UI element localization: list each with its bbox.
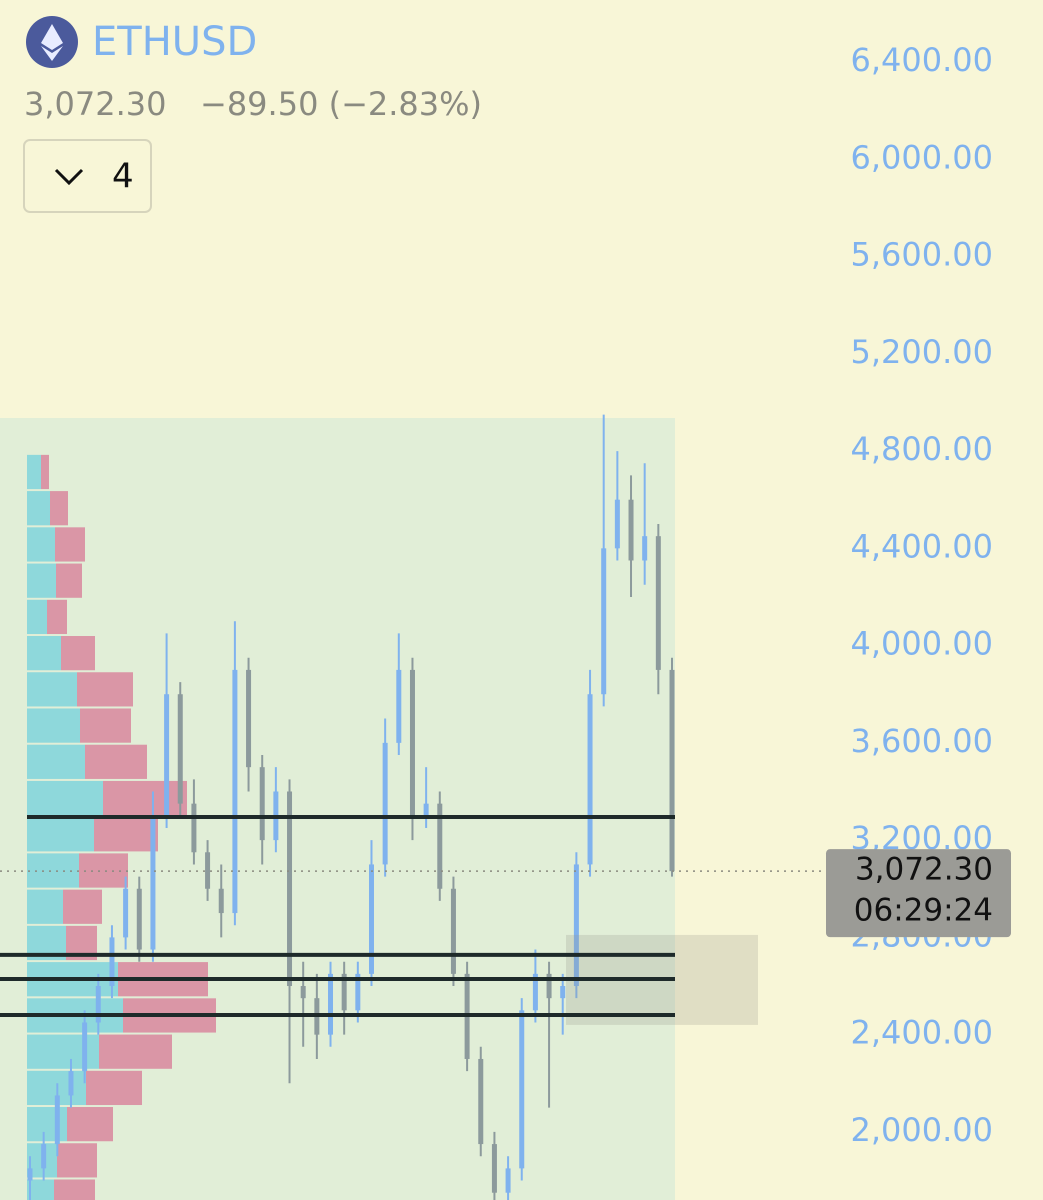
candle-body (246, 669, 252, 768)
candle-body (655, 536, 661, 670)
candle-body (505, 1168, 511, 1193)
candle-body (450, 888, 456, 974)
volume-up (27, 636, 61, 671)
volume-down (77, 672, 133, 707)
eth-logo (41, 24, 63, 61)
volume-down (99, 1034, 172, 1069)
volume-down (54, 1179, 95, 1200)
interval: 4 (112, 157, 134, 197)
volume-up (27, 491, 50, 526)
y-tick-label: 5,600.00 (851, 236, 994, 274)
candle-body (396, 669, 402, 743)
volume-down (55, 527, 85, 562)
y-tick-label: 2,000.00 (851, 1111, 994, 1149)
symbol: ETHUSD (92, 19, 257, 65)
candle-body (341, 973, 347, 1011)
candle-body (218, 888, 224, 914)
volume-up (27, 1107, 67, 1142)
candle-body (300, 986, 306, 999)
volume-up (27, 527, 55, 562)
volume-down (47, 599, 67, 635)
volume-down (41, 454, 49, 490)
volume-down (85, 744, 147, 779)
candle-body (82, 1022, 88, 1072)
candle-body (27, 1168, 33, 1181)
candle-body (164, 694, 170, 816)
candle-body (437, 803, 443, 889)
price: 3,072.30 (24, 85, 167, 123)
volume-down (94, 817, 158, 852)
candle-body (328, 973, 334, 1035)
candle-body (41, 1144, 47, 1169)
change: −89.50 (−2.83%) (200, 85, 482, 123)
candle-body (95, 986, 101, 1023)
candle-body (177, 694, 183, 804)
candle-body (123, 888, 129, 938)
volume-up (27, 889, 63, 924)
y-tick-label: 3,600.00 (851, 722, 994, 760)
last-price-label: 3,072.30 (855, 852, 993, 888)
candle-body (628, 499, 634, 561)
volume-up (27, 780, 103, 816)
volume-up (27, 708, 80, 743)
last-price-box (826, 849, 1011, 938)
y-tick-label: 2,400.00 (851, 1014, 994, 1052)
volume-down (63, 889, 102, 924)
candle-body (491, 1144, 497, 1193)
candle-body (532, 973, 538, 1011)
countdown: 06:29:24 (854, 893, 993, 929)
volume-down (103, 780, 187, 816)
candle-body (150, 815, 156, 950)
candle-body (546, 973, 552, 999)
volume-down (67, 1107, 113, 1142)
candle-body (423, 803, 429, 816)
y-tick-label: 4,400.00 (851, 527, 994, 565)
volume-up (27, 599, 47, 635)
interval-dropdown[interactable] (23, 139, 152, 213)
candle-body (560, 986, 566, 999)
candle-body (478, 1058, 484, 1145)
candle-body (573, 864, 579, 987)
candle-body (382, 742, 388, 865)
candle-body (409, 669, 415, 816)
candle-body (259, 767, 265, 841)
candle-body (205, 852, 211, 889)
candle-body (587, 694, 593, 865)
y-tick-label: 5,200.00 (851, 333, 994, 371)
volume-up (27, 563, 56, 598)
candle-body (109, 937, 115, 987)
candle-body (355, 973, 361, 1011)
y-tick-label: 6,400.00 (851, 41, 994, 79)
volume-up (27, 1034, 99, 1069)
candle-body (601, 548, 607, 695)
candle-body (287, 791, 293, 987)
chevron (54, 168, 84, 186)
volume-up (27, 454, 41, 490)
candle-body (642, 536, 648, 561)
volume-up (27, 817, 94, 852)
candle-body (232, 669, 238, 914)
volume-down (61, 636, 95, 671)
y-tick-label: 4,800.00 (851, 430, 994, 468)
candle-body (519, 1010, 525, 1169)
volume-up (27, 744, 85, 779)
volume-down (80, 708, 131, 743)
candle-body (368, 864, 374, 974)
candle-body (669, 669, 675, 872)
volume-down (86, 1070, 142, 1106)
candle-body (136, 888, 142, 950)
candle-body (68, 1071, 74, 1096)
volume-up (27, 672, 77, 707)
y-tick-label: 4,000.00 (851, 625, 994, 663)
volume-down (56, 563, 82, 598)
candle-body (191, 803, 197, 853)
volume-up (27, 1179, 54, 1200)
volume-down (57, 1143, 97, 1178)
candle-body (614, 499, 620, 549)
candle-body (54, 1095, 60, 1145)
volume-down (50, 491, 68, 526)
y-tick-label: 6,000.00 (851, 138, 994, 176)
